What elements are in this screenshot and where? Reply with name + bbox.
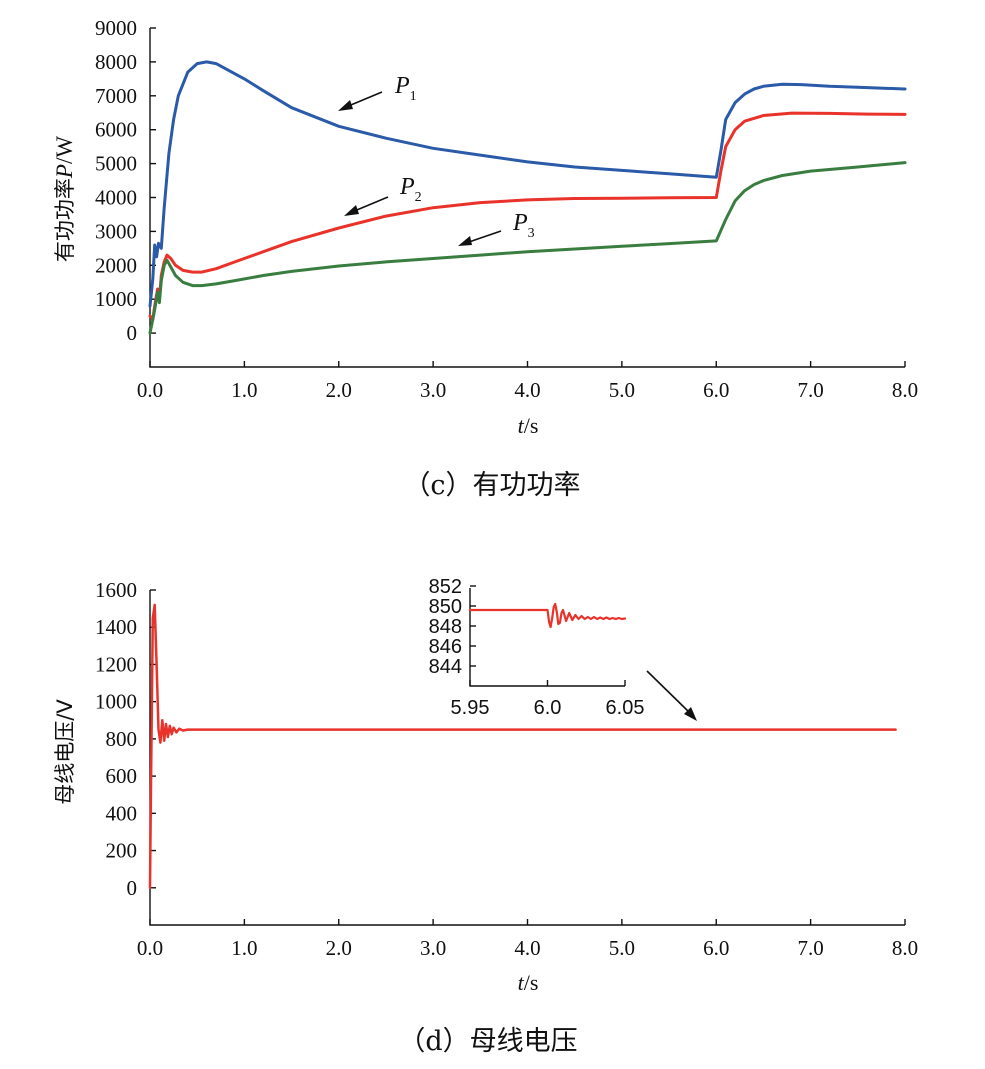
inset-y-tick-label: 846 bbox=[429, 636, 462, 658]
chart-c-x-tick-label: 7.0 bbox=[798, 378, 824, 402]
inset-y-tick-label: 844 bbox=[429, 656, 462, 678]
chart-c: 0.0 1.0 2.0 3.0 4.0 5.0 6.0 7.0 8.0 0 1000 2000 3000… bbox=[52, 16, 918, 501]
chart-c-x-tick-label: 0.0 bbox=[137, 378, 163, 402]
chart-d-caption: （d）母线电压 bbox=[398, 1026, 577, 1057]
chart-c-y-tick-label: 2000 bbox=[95, 253, 137, 277]
chart-d-x-tick-label: 1.0 bbox=[231, 936, 257, 960]
chart-d: 0.0 1.0 2.0 3.0 4.0 5.0 6.0 7.0 8.0 0 200 400 600 800… bbox=[53, 576, 918, 1057]
inset-y-tick-label: 850 bbox=[429, 596, 462, 618]
chart-c-y-tick-label: 7000 bbox=[95, 84, 137, 108]
inset-y-tick-label: 848 bbox=[429, 616, 462, 638]
chart-d-y-tick-label: 1200 bbox=[95, 652, 137, 676]
chart-c-y-label: 有功功率P/W bbox=[52, 136, 77, 262]
arrowhead-p2 bbox=[344, 205, 359, 216]
chart-c-axis-frame bbox=[149, 28, 905, 368]
chart-c-x-tick-label: 8.0 bbox=[892, 378, 918, 402]
series-p3-line bbox=[148, 161, 907, 335]
chart-d-y-label: 母线电压/V bbox=[53, 699, 77, 805]
chart-c-x-tick-label: 6.0 bbox=[703, 378, 729, 402]
inset-axis-frame bbox=[469, 588, 625, 687]
chart-c-y-tick-label: 3000 bbox=[95, 219, 137, 243]
chart-d-y-tick-label: 400 bbox=[106, 801, 138, 825]
chart-d-x-label: t/s bbox=[518, 970, 539, 995]
inset-voltage-line bbox=[468, 602, 627, 629]
chart-d-x-tick-label: 3.0 bbox=[420, 936, 446, 960]
chart-c-y-tick-label: 5000 bbox=[95, 152, 137, 176]
chart-d-x-tick-label: 2.0 bbox=[326, 936, 352, 960]
inset-x-tick-label: 5.95 bbox=[451, 697, 490, 719]
chart-c-x-tick-label: 4.0 bbox=[514, 378, 540, 402]
chart-c-y-tick-label: 8000 bbox=[95, 50, 137, 74]
chart-d-ticks: 0.0 1.0 2.0 3.0 4.0 5.0 6.0 7.0 8.0 0 200 400 600 800… bbox=[95, 578, 918, 960]
inset-arrowhead bbox=[684, 707, 697, 721]
chart-c-y-tick-label: 1000 bbox=[95, 287, 137, 311]
inset-series bbox=[468, 602, 627, 629]
chart-d-x-tick-label: 7.0 bbox=[798, 936, 824, 960]
chart-c-axes bbox=[149, 28, 905, 368]
chart-c-x-tick-label: 5.0 bbox=[609, 378, 635, 402]
chart-d-x-tick-label: 4.0 bbox=[514, 936, 540, 960]
chart-c-caption: （c）有功功率 bbox=[403, 470, 580, 501]
chart-d-x-tick-label: 5.0 bbox=[609, 936, 635, 960]
chart-c-y-tick-label: 6000 bbox=[95, 118, 137, 142]
arrowhead-p3 bbox=[458, 236, 472, 246]
inset-y-tick-label: 852 bbox=[429, 576, 462, 598]
chart-d-x-tick-label: 8.0 bbox=[892, 936, 918, 960]
chart-c-x-tick-label: 1.0 bbox=[231, 378, 257, 402]
chart-c-x-tick-label: 3.0 bbox=[420, 378, 446, 402]
label-p1: P1 bbox=[394, 73, 417, 104]
chart-d-y-tick-label: 1400 bbox=[95, 615, 137, 639]
chart-c-x-tick-label: 2.0 bbox=[326, 378, 352, 402]
chart-d-y-tick-label: 0 bbox=[127, 876, 138, 900]
chart-d-y-tick-label: 1000 bbox=[95, 690, 137, 714]
arrow-p2 bbox=[351, 196, 389, 213]
chart-c-series bbox=[148, 60, 907, 335]
chart-c-label-p1: P1 bbox=[338, 73, 417, 111]
chart-c-ticks: 0.0 1.0 2.0 3.0 4.0 5.0 6.0 7.0 8.0 0 1000 2000 3000… bbox=[95, 16, 918, 402]
bus-voltage-line bbox=[148, 603, 897, 890]
chart-c-x-label: t/s bbox=[518, 413, 539, 438]
label-p2: P2 bbox=[399, 174, 422, 205]
chart-c-y-tick-label: 0 bbox=[127, 321, 138, 345]
arrow-p1 bbox=[345, 91, 383, 108]
label-p3: P3 bbox=[512, 210, 535, 241]
chart-d-y-tick-label: 200 bbox=[106, 839, 138, 863]
chart-d-y-tick-label: 800 bbox=[106, 727, 138, 751]
chart-d-series bbox=[148, 603, 897, 890]
chart-d-x-tick-label: 0.0 bbox=[137, 936, 163, 960]
arrowhead-p1 bbox=[338, 100, 353, 111]
inset-arrow bbox=[646, 670, 691, 714]
chart-d-axes bbox=[149, 590, 905, 926]
chart-c-label-p2: P2 bbox=[344, 174, 422, 216]
chart-d-axis-frame bbox=[149, 590, 905, 926]
inset-x-tick-label: 6.05 bbox=[606, 697, 645, 719]
series-p1-line bbox=[148, 60, 907, 308]
chart-d-y-tick-label: 1600 bbox=[95, 578, 137, 602]
chart-c-label-p3: P3 bbox=[458, 210, 535, 246]
chart-d-x-tick-label: 6.0 bbox=[703, 936, 729, 960]
inset-x-tick-label: 6.0 bbox=[534, 697, 562, 719]
arrow-p3 bbox=[465, 230, 502, 244]
chart-c-y-tick-label: 4000 bbox=[95, 186, 137, 210]
chart-d-y-tick-label: 600 bbox=[106, 764, 138, 788]
chart-c-y-tick-label: 9000 bbox=[95, 16, 137, 40]
